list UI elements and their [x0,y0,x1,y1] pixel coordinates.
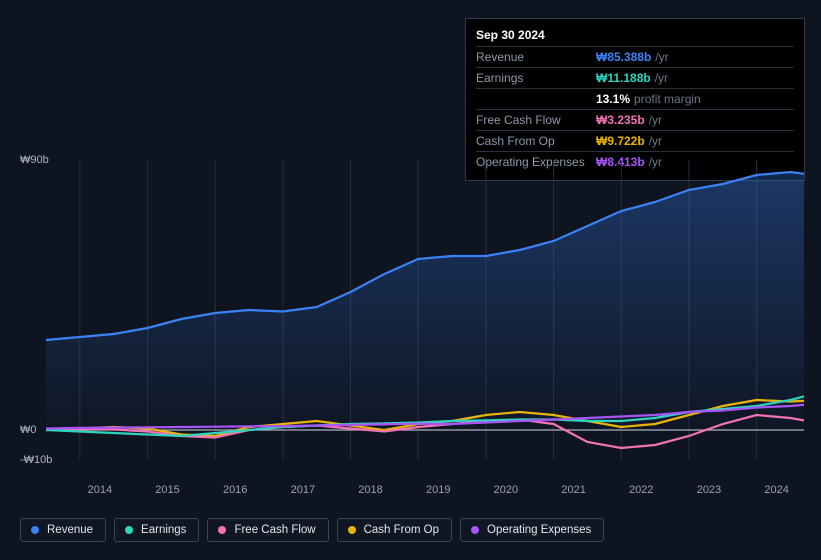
legend-item-free-cash-flow[interactable]: Free Cash Flow [207,518,328,542]
tooltip-rows: Revenue₩85.388b/yrEarnings₩11.188b/yr13.… [476,46,794,172]
x-axis-label: 2017 [291,484,315,496]
x-axis-label: 2021 [561,484,585,496]
tooltip-row: Free Cash Flow₩3.235b/yr [476,109,794,130]
tooltip-row-label: Revenue [476,50,596,64]
x-axis-label: 2018 [358,484,382,496]
x-axis-labels: 2014 2015 2016 2017 2018 2019 2020 2021 2022 2023… [66,484,821,500]
legend-dot [348,526,356,534]
tooltip-row-unit: profit margin [634,92,701,106]
tooltip-row: Cash From Op₩9.722b/yr [476,130,794,151]
legend-dot [218,526,226,534]
tooltip-row-value: ₩11.188b [596,71,651,85]
y-axis-label: ₩90b [20,154,49,166]
x-axis-label: 2016 [223,484,247,496]
legend: Revenue Earnings Free Cash Flow Cash From O… [20,518,604,542]
tooltip-row-label: Cash From Op [476,134,596,148]
x-axis-label: 2024 [764,484,788,496]
tooltip-row-label [476,92,596,106]
x-axis-label: 2019 [426,484,450,496]
chart-area: ₩90b₩0-₩10b 2014201520162017201820192020… [20,160,804,460]
legend-item-operating-expenses[interactable]: Operating Expenses [460,518,604,542]
legend-dot [471,526,479,534]
tooltip-row-value: ₩3.235b [596,113,645,127]
chart-svg [46,160,804,460]
legend-item-revenue[interactable]: Revenue [20,518,106,542]
tooltip-row: Revenue₩85.388b/yr [476,46,794,67]
tooltip-date: Sep 30 2024 [476,25,794,46]
tooltip-row-value: ₩85.388b [596,50,651,64]
x-axis-label: 2022 [629,484,653,496]
tooltip-box: Sep 30 2024 Revenue₩85.388b/yrEarnings₩1… [465,18,805,181]
legend-item-cash-from-op[interactable]: Cash From Op [337,518,452,542]
legend-label: Revenue [47,524,93,536]
x-axis-label: 2023 [697,484,721,496]
legend-item-earnings[interactable]: Earnings [114,518,199,542]
tooltip-row-unit: /yr [655,50,668,64]
legend-label: Operating Expenses [487,524,591,536]
tooltip-row-label: Earnings [476,71,596,85]
tooltip-row: 13.1% profit margin [476,88,794,109]
legend-label: Cash From Op [364,524,439,536]
tooltip-row-value: ₩9.722b [596,134,645,148]
tooltip-row-unit: /yr [655,71,668,85]
tooltip-row-unit: /yr [649,134,662,148]
legend-label: Free Cash Flow [234,524,315,536]
tooltip-row: Earnings₩11.188b/yr [476,67,794,88]
legend-dot [31,526,39,534]
tooltip-row-label: Free Cash Flow [476,113,596,127]
x-axis-label: 2014 [88,484,112,496]
x-axis-label: 2020 [494,484,518,496]
y-axis-label: ₩0 [20,424,37,436]
series-area-revenue [46,172,804,430]
x-axis-label: 2015 [155,484,179,496]
legend-dot [125,526,133,534]
tooltip-row-value: 13.1% [596,92,630,106]
legend-label: Earnings [141,524,186,536]
tooltip-row-unit: /yr [649,113,662,127]
